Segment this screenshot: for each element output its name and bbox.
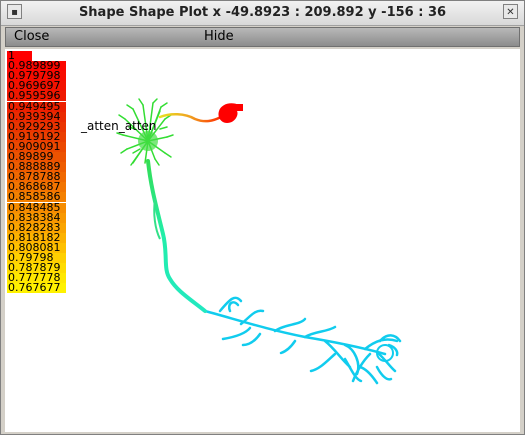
scale-entry: 0.808081 <box>7 242 66 253</box>
scale-entry: 0.989899 <box>7 60 66 72</box>
soma <box>218 103 243 123</box>
scale-entry: 0.919192 <box>7 131 66 142</box>
window-title: Shape Shape Plot x -49.8923 : 209.892 y … <box>78 5 447 20</box>
shape-plot-canvas[interactable]: 1 0.989899 0.979798 0.969697 0.959596 0.94949… <box>5 49 520 432</box>
close-x-icon[interactable]: ✕ <box>503 4 518 19</box>
close-menu-button[interactable]: Close <box>14 29 50 44</box>
scale-entry: 0.79798 <box>7 252 66 263</box>
hide-menu-button[interactable]: Hide <box>204 29 234 44</box>
scale-entry: 0.838384 <box>7 212 66 223</box>
section-label: _atten_atten <box>81 119 157 133</box>
scale-entry: 0.787879 <box>7 262 66 274</box>
scale-entry: 0.878788 <box>7 171 66 183</box>
scale-entry: 1 <box>7 50 32 61</box>
scale-entry: 0.929293 <box>7 121 66 132</box>
scale-entry: 0.959596 <box>7 90 66 102</box>
title-bar[interactable]: ▪ Shape Shape Plot x -49.8923 : 209.892 … <box>1 1 524 26</box>
menu-bar: Close Hide <box>5 27 520 47</box>
scale-entry: 0.979798 <box>7 70 66 82</box>
basal-cluster-core <box>138 131 158 151</box>
scale-entry: 0.858586 <box>7 191 66 203</box>
scale-entry: 0.949495 <box>7 101 66 112</box>
scale-entry: 0.89899 <box>7 151 66 162</box>
scale-entry: 0.818182 <box>7 232 66 243</box>
window-menu-square-icon[interactable]: ▪ <box>7 4 22 19</box>
scale-entry: 0.828283 <box>7 222 66 233</box>
scale-entry: 0.939394 <box>7 111 66 122</box>
trunk-branch <box>153 198 161 240</box>
scale-entry: 0.868687 <box>7 181 66 193</box>
scale-entry: 0.767677 <box>7 282 66 294</box>
scale-entry: 0.909091 <box>7 141 66 152</box>
distal-arbor <box>203 296 402 385</box>
scale-entry: 0.848485 <box>7 202 66 213</box>
scale-entry: 0.777778 <box>7 272 66 284</box>
neuron-shape-drawing <box>116 98 402 385</box>
axon <box>158 113 223 123</box>
apical-trunk <box>146 159 207 313</box>
scale-entry: 0.888889 <box>7 161 66 173</box>
scale-entry: 0.969697 <box>7 80 66 92</box>
